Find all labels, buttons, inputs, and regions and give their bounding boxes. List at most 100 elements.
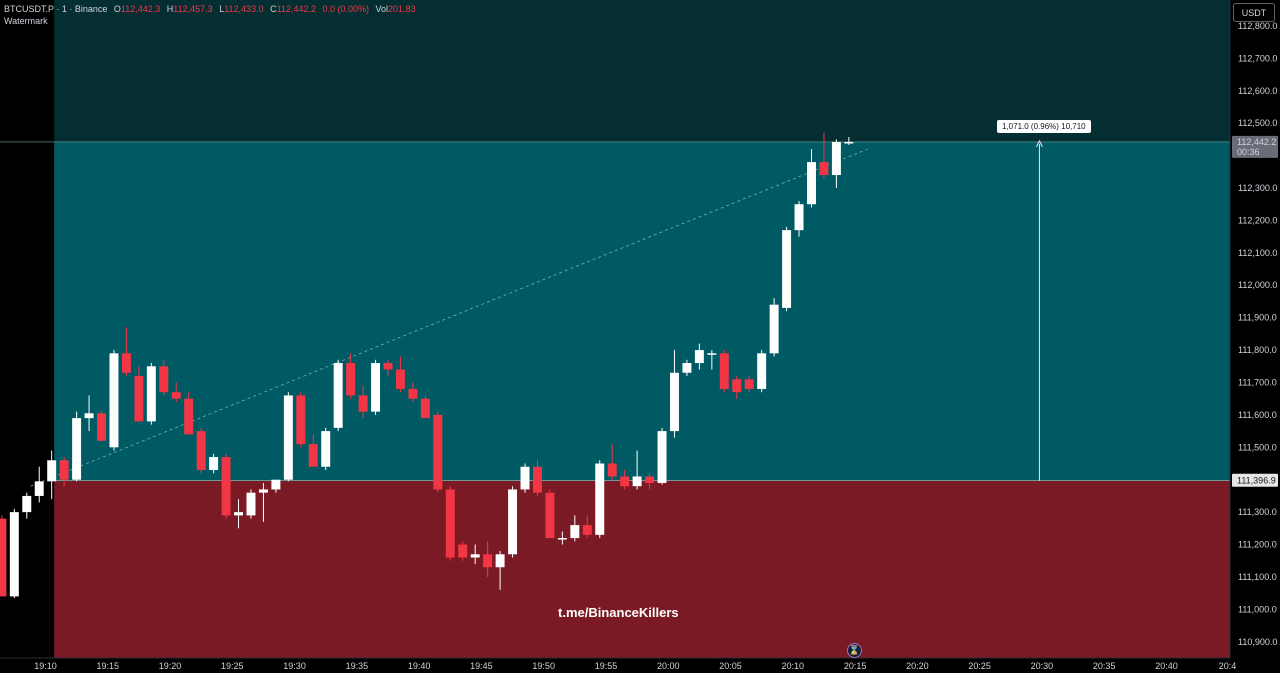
candle-body <box>72 418 82 480</box>
candle[interactable] <box>159 359 169 396</box>
candle[interactable] <box>769 298 779 357</box>
measure-arrow-head <box>1035 139 1043 148</box>
candle-body <box>470 554 480 558</box>
candle[interactable] <box>557 531 567 545</box>
candle[interactable] <box>495 551 505 590</box>
candle[interactable] <box>732 376 742 399</box>
candle[interactable] <box>508 486 518 558</box>
candle[interactable] <box>146 363 156 425</box>
candle[interactable] <box>346 353 356 399</box>
candle[interactable] <box>470 544 480 564</box>
candle[interactable] <box>545 489 555 539</box>
candle-body <box>134 376 144 422</box>
candle[interactable] <box>22 492 32 519</box>
candle-body <box>595 463 605 535</box>
candle[interactable] <box>283 392 293 482</box>
candle[interactable] <box>246 489 256 519</box>
candle-body <box>333 363 343 428</box>
candle[interactable] <box>782 226 792 312</box>
candle[interactable] <box>595 460 605 539</box>
candle[interactable] <box>296 392 306 448</box>
price-tick-label: 112,000.0 <box>1238 280 1277 290</box>
candle[interactable] <box>308 434 318 467</box>
candle[interactable] <box>719 350 729 393</box>
candle[interactable] <box>121 327 131 376</box>
hourglass-logo-icon[interactable]: ⌛ <box>847 643 862 658</box>
time-tick-label: 20:15 <box>844 661 867 671</box>
candle[interactable] <box>333 359 343 432</box>
candle[interactable] <box>408 382 418 402</box>
candle[interactable] <box>72 411 82 482</box>
candle[interactable] <box>371 359 381 415</box>
time-axis[interactable]: 19:10 19:15 19:20 19:25 19:30 19:35 19:40 19:45… <box>0 657 1280 673</box>
candle[interactable] <box>445 486 455 561</box>
candle-series[interactable] <box>0 132 854 599</box>
candle[interactable] <box>831 139 841 188</box>
dashed-trend-line[interactable] <box>30 148 868 487</box>
candle[interactable] <box>109 350 119 451</box>
profit-zone[interactable] <box>54 141 1231 481</box>
candle[interactable] <box>707 350 717 370</box>
candle[interactable] <box>0 515 7 597</box>
candle[interactable] <box>819 132 829 179</box>
symbol-info-bar[interactable]: BTCUSDT.P · 1 · Binance O112,442.3 H112,… <box>4 4 416 14</box>
price-axis[interactable]: 112,800.0 112,700.0 112,600.0 112,500.0 112,… <box>1229 0 1280 673</box>
candle[interactable] <box>744 376 754 393</box>
position-zones[interactable] <box>0 0 1231 658</box>
candle[interactable] <box>258 482 268 522</box>
candle[interactable] <box>395 356 405 393</box>
watermark-label[interactable]: Watermark <box>4 16 48 26</box>
currency-selector[interactable]: USDT <box>1233 3 1275 22</box>
candle[interactable] <box>632 450 642 490</box>
candle[interactable] <box>358 385 368 419</box>
candle[interactable] <box>682 359 692 376</box>
symbol-name[interactable]: BTCUSDT.P · 1 · Binance <box>4 4 108 14</box>
candle[interactable] <box>645 473 655 490</box>
candle[interactable] <box>694 343 704 370</box>
candle-body <box>358 395 368 412</box>
candle[interactable] <box>582 515 592 539</box>
candle[interactable] <box>134 366 144 422</box>
candle[interactable] <box>483 541 493 577</box>
candle[interactable] <box>171 382 181 402</box>
price-tick-label: 112,500.0 <box>1238 118 1277 128</box>
candle[interactable] <box>184 392 194 435</box>
candle[interactable] <box>221 453 231 519</box>
candle[interactable] <box>47 450 57 500</box>
trend-line[interactable] <box>30 148 868 487</box>
candle[interactable] <box>383 359 393 376</box>
candle[interactable] <box>321 427 331 470</box>
candle[interactable] <box>794 200 804 237</box>
candle[interactable] <box>757 350 767 393</box>
candle[interactable] <box>532 460 542 496</box>
candle[interactable] <box>420 395 430 419</box>
candle[interactable] <box>669 350 679 438</box>
candle[interactable] <box>84 395 94 432</box>
candle[interactable] <box>196 427 206 474</box>
candle[interactable] <box>620 470 630 490</box>
candle[interactable] <box>209 453 219 474</box>
candle[interactable] <box>607 444 617 480</box>
candle-body <box>109 353 119 448</box>
candle[interactable] <box>234 499 244 529</box>
candle[interactable] <box>433 411 443 493</box>
candle[interactable] <box>34 466 44 503</box>
candle[interactable] <box>844 137 854 145</box>
candle[interactable] <box>657 427 667 485</box>
candle-body <box>545 492 555 539</box>
candle[interactable] <box>458 541 468 561</box>
candle-body <box>146 366 156 422</box>
candle[interactable] <box>807 149 816 208</box>
candle[interactable] <box>59 457 69 487</box>
candle[interactable] <box>97 410 106 441</box>
candle[interactable] <box>570 515 580 542</box>
measure-line[interactable] <box>1035 139 1043 481</box>
candle-body <box>395 369 405 389</box>
candle[interactable] <box>520 463 530 493</box>
time-tick-label: 20:40 <box>1155 661 1178 671</box>
candle[interactable] <box>9 508 19 599</box>
loss-zone[interactable] <box>54 480 1231 658</box>
candle[interactable] <box>271 479 281 493</box>
candle-body <box>769 304 779 354</box>
